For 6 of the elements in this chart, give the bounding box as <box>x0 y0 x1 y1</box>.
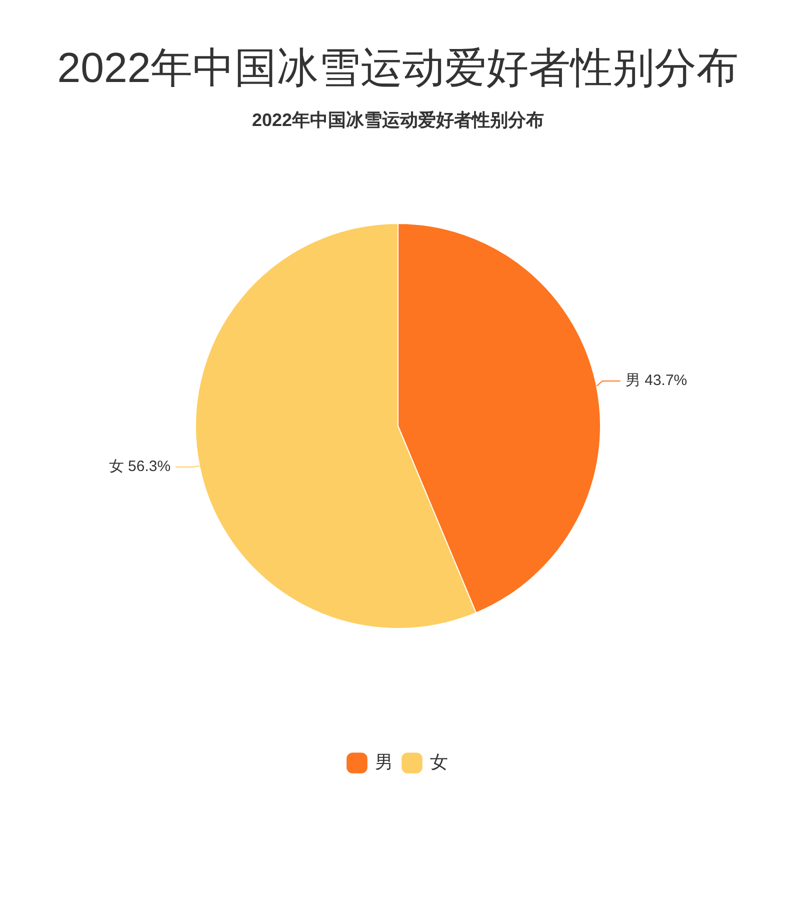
chart-subtitle: 2022年中国冰雪运动爱好者性别分布 <box>250 109 546 132</box>
chart-title: 2022年中国冰雪运动爱好者性别分布 <box>56 43 740 93</box>
data-label: 男 43.7% <box>625 372 688 390</box>
legend-label: 男 <box>375 752 393 772</box>
data-label: 女 56.3% <box>108 458 171 476</box>
legend-label: 女 <box>430 752 448 772</box>
